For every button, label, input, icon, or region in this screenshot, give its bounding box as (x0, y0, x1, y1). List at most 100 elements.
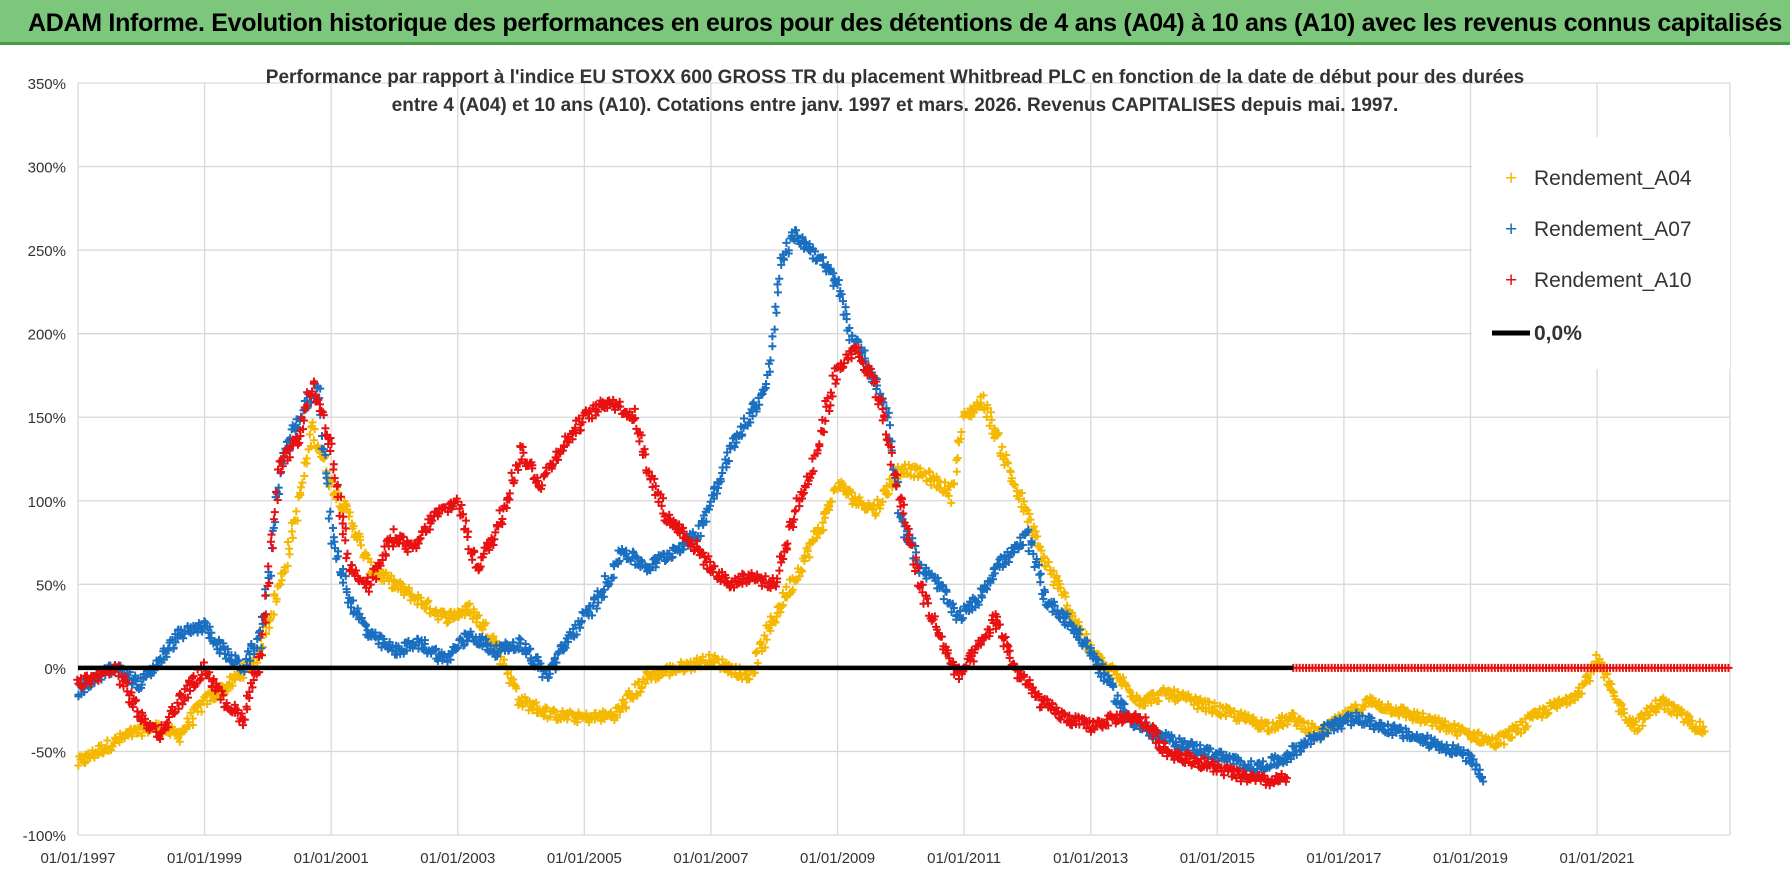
data-point (1255, 758, 1264, 767)
data-point (1678, 708, 1687, 717)
y-tick-label: -100% (23, 828, 66, 845)
data-point (842, 315, 851, 324)
data-point (994, 429, 1003, 438)
data-point (737, 431, 746, 440)
data-point (1385, 702, 1394, 711)
data-point (1026, 515, 1035, 524)
data-point (223, 645, 232, 654)
data-point (768, 332, 777, 341)
chart-area: -100% -50% 0% 50% 100% 150% 200% 250% 300% 350% 0… (0, 45, 1790, 886)
data-point (983, 404, 992, 413)
data-point (481, 619, 490, 628)
data-point (1004, 459, 1013, 468)
data-point (1020, 497, 1029, 506)
data-point (1024, 525, 1033, 534)
data-point (1292, 750, 1301, 759)
data-point (253, 658, 262, 667)
data-point (1109, 682, 1118, 691)
data-point (766, 626, 775, 635)
data-point (1105, 675, 1114, 684)
data-point (334, 547, 343, 556)
data-point (797, 566, 806, 575)
data-point (599, 592, 608, 601)
data-point (953, 453, 962, 462)
data-point (1488, 733, 1497, 742)
data-point (884, 489, 893, 498)
x-tick-label: 01/01/2007 (673, 850, 748, 867)
data-point (1029, 522, 1038, 531)
data-point (572, 630, 581, 639)
data-point (746, 418, 755, 427)
data-point (827, 497, 836, 506)
data-point (265, 623, 274, 632)
y-tick-label: 100% (28, 494, 66, 511)
data-point (1140, 701, 1149, 710)
x-tick-label: 01/01/2015 (1180, 850, 1255, 867)
data-point (821, 513, 830, 522)
data-point (938, 581, 947, 590)
data-point (319, 445, 328, 454)
data-point (592, 604, 601, 613)
data-point (1072, 624, 1081, 633)
data-point (349, 521, 358, 530)
data-point (617, 545, 626, 554)
data-point (696, 532, 705, 541)
data-point (1036, 542, 1045, 551)
data-point (493, 652, 502, 661)
data-point (220, 649, 229, 658)
data-point (345, 508, 354, 517)
data-point (355, 609, 364, 618)
data-point (1082, 642, 1091, 651)
data-point (1247, 757, 1256, 766)
data-point (982, 585, 991, 594)
data-point (939, 595, 948, 604)
data-point (762, 380, 771, 389)
data-point (296, 490, 305, 499)
data-point (1637, 709, 1646, 718)
x-axis: 01/01/1997 01/01/1999 01/01/2001 01/01/2003… (40, 850, 1634, 867)
data-point (1230, 707, 1239, 716)
data-point (285, 544, 294, 553)
data-point (949, 480, 958, 489)
data-point (782, 238, 791, 247)
data-point (990, 569, 999, 578)
y-tick-label: 350% (28, 76, 66, 93)
data-point (791, 226, 800, 235)
data-point (1122, 682, 1131, 691)
data-point (478, 625, 487, 634)
data-point (718, 655, 727, 664)
data-point (800, 238, 809, 247)
data-point (987, 415, 996, 424)
data-point (558, 707, 567, 716)
data-point (621, 704, 630, 713)
data-point (779, 601, 788, 610)
data-point (1175, 734, 1184, 743)
data-point (563, 715, 572, 724)
data-point (944, 491, 953, 500)
data-point (431, 644, 440, 653)
data-point (214, 635, 223, 644)
report-header: ADAM Informe. Evolution historique des p… (0, 0, 1790, 45)
data-point (466, 627, 475, 636)
data-point (1278, 722, 1287, 731)
data-point (528, 706, 537, 715)
data-point (778, 588, 787, 597)
data-point (1418, 709, 1427, 718)
data-point (128, 732, 137, 741)
data-point (779, 255, 788, 264)
data-point (716, 477, 725, 486)
data-point (1094, 655, 1103, 664)
data-point (882, 481, 891, 490)
data-point (615, 557, 624, 566)
data-point (947, 608, 956, 617)
data-point (1017, 503, 1026, 512)
data-point (196, 700, 205, 709)
data-point (1167, 690, 1176, 699)
data-point (470, 608, 479, 617)
data-point (551, 707, 560, 716)
data-point (339, 578, 348, 587)
data-point (1523, 722, 1532, 731)
data-point (1039, 594, 1048, 603)
data-point (131, 724, 140, 733)
data-point (246, 656, 255, 665)
